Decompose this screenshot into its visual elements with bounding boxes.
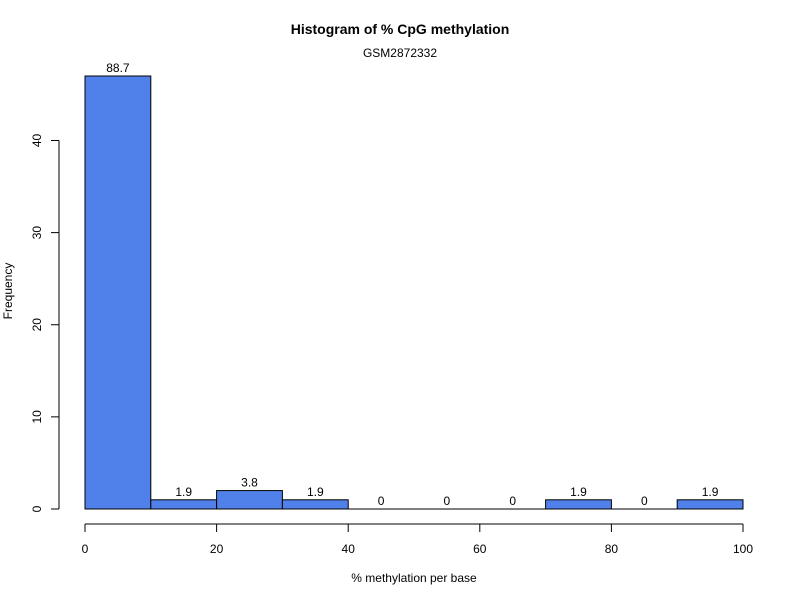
histogram-bar (281, 499, 349, 510)
histogram-bar (150, 499, 218, 510)
bar-label: 0 (444, 494, 451, 508)
bar-label: 0 (641, 494, 648, 508)
x-tick-label: 20 (210, 542, 224, 556)
x-tick-label: 40 (342, 542, 356, 556)
x-tick-label: 60 (473, 542, 487, 556)
y-tick-label: 0 (30, 505, 44, 512)
chart-title: Histogram of % CpG methylation (290, 21, 510, 37)
histogram-bar (84, 75, 152, 510)
bar-label: 0 (509, 494, 516, 508)
x-tick-label: 0 (82, 542, 89, 556)
bar-label: 1.9 (570, 485, 587, 499)
bar-label: 1.9 (702, 485, 719, 499)
y-tick-label: 20 (30, 318, 44, 332)
y-axis-label: Frequency (1, 262, 15, 320)
x-axis-label: % methylation per base (351, 571, 477, 585)
x-tick-label: 80 (605, 542, 619, 556)
histogram-bar (676, 499, 744, 510)
bar-label: 0 (378, 494, 385, 508)
x-tick-label: 100 (733, 542, 753, 556)
y-tick-label: 30 (30, 226, 44, 240)
bar-label: 1.9 (175, 485, 192, 499)
y-tick-label: 40 (30, 133, 44, 147)
bar-label: 3.8 (241, 476, 258, 490)
bar-label: 88.7 (106, 61, 130, 75)
histogram-bar (545, 499, 612, 510)
histogram-bar (216, 490, 283, 510)
bar-label: 1.9 (307, 485, 324, 499)
chart-subtitle: GSM2872332 (362, 46, 438, 60)
y-tick-label: 10 (30, 410, 44, 424)
